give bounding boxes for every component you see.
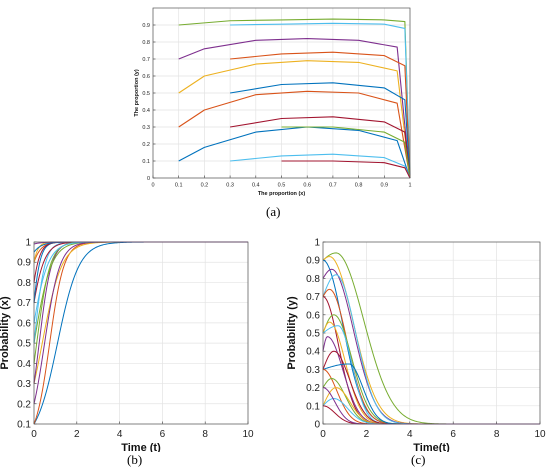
y-tick-label: 0.6 <box>142 74 150 80</box>
series-line-11 <box>230 153 411 179</box>
y-axis-label: Probability (x) <box>0 296 11 370</box>
y-tick-label: 0.4 <box>142 108 150 114</box>
chart-c: 0 2 4 6 8 10 0 0.1 0.2 0.3 0.4 0.5 0.6 0.7 0.8 0.9 1 Time… <box>286 238 546 453</box>
y-tick-label: 0.7 <box>306 292 320 303</box>
x-axis-label: Time (t) <box>121 442 161 452</box>
series-line-5 <box>178 60 411 179</box>
y-tick-label: 0.7 <box>17 298 31 309</box>
x-tick-label: 0.9 <box>380 183 388 189</box>
panel-label-c: (c) <box>411 452 426 467</box>
y-tick-label: 0.6 <box>17 318 31 329</box>
y-tick-label: 0.2 <box>17 399 31 410</box>
series-line-1 <box>178 18 411 179</box>
y-axis-label: Probability (y) <box>286 296 298 370</box>
y-axis-label: The proportion (y) <box>134 69 140 117</box>
y-tick-label: 0.7 <box>142 57 150 63</box>
y-tick-label: 0.4 <box>306 347 320 358</box>
x-tick-label: 0.3 <box>226 183 234 189</box>
y-tick-label: 0 <box>147 176 150 182</box>
y-tick-label: 0.8 <box>306 274 320 285</box>
panel-label-b: (b) <box>127 452 143 467</box>
x-tick-label: 4 <box>117 429 123 440</box>
series-line-12 <box>281 160 411 179</box>
x-tick-label: 1 <box>408 183 411 189</box>
y-tick-label: 0.9 <box>17 258 31 269</box>
plot-frame <box>152 7 411 179</box>
x-tick-label: 0.7 <box>329 183 337 189</box>
y-tick-label: 0.1 <box>142 159 150 165</box>
x-tick-label: 0.6 <box>303 183 311 189</box>
x-tick-label: 0.4 <box>252 183 260 189</box>
series-line-4 <box>230 51 411 179</box>
x-tick-label: 0.5 <box>278 183 286 189</box>
chart-b: 0 2 4 6 8 10 0.1 0.2 0.3 0.4 0.5 0.6 0.7 0.8 0.9 1 Time … <box>0 238 254 453</box>
panel-label-a: (a) <box>266 204 281 219</box>
series-line-8 <box>230 116 411 179</box>
y-tick-label: 0.3 <box>142 125 150 131</box>
chart-a: 0 0.1 0.2 0.3 0.4 0.5 0.6 0.7 0.8 0.9 1 0 0.1 0.2 0.3 0… <box>134 7 412 197</box>
x-axis-label: The proportion (x) <box>258 191 306 197</box>
y-tick-label: 0.2 <box>306 383 320 394</box>
y-tick-label: 1 <box>25 238 31 249</box>
series-line-7 <box>178 90 411 179</box>
x-tick-label: 0 <box>151 183 154 189</box>
y-tick-label: 0.5 <box>142 91 150 97</box>
y-tick-label: 0.1 <box>17 420 31 431</box>
y-tick-label: 0.6 <box>306 310 320 321</box>
x-tick-label: 0 <box>31 429 37 440</box>
series-line-6 <box>230 82 411 179</box>
x-tick-label: 0.2 <box>201 183 209 189</box>
y-tick-label: 0.1 <box>306 401 320 412</box>
x-tick-label: 2 <box>364 429 370 440</box>
x-tick-label: 4 <box>407 429 413 440</box>
y-tick-label: 0.8 <box>142 40 150 46</box>
x-axis-label: Time(t) <box>413 442 450 452</box>
x-tick-label: 6 <box>160 429 166 440</box>
y-tick-label: 0.3 <box>306 365 320 376</box>
y-tick-label: 0.5 <box>306 329 320 340</box>
x-tick-label: 2 <box>74 429 80 440</box>
y-tick-label: 0.2 <box>142 142 150 148</box>
y-tick-label: 0.5 <box>17 339 31 350</box>
y-tick-label: 0.3 <box>17 379 31 390</box>
x-tick-label: 6 <box>450 429 456 440</box>
y-tick-label: 0.9 <box>142 23 150 29</box>
y-tick-label: 1 <box>314 238 320 249</box>
y-tick-label: 0.4 <box>17 359 31 370</box>
x-tick-label: 8 <box>202 429 208 440</box>
y-tick-label: 0 <box>314 420 320 431</box>
x-tick-label: 0.8 <box>355 183 363 189</box>
series-line-10 <box>281 126 411 179</box>
x-tick-label: 10 <box>242 429 254 440</box>
plot-frame <box>33 241 249 425</box>
y-tick-label: 0.9 <box>306 256 320 267</box>
plot-frame <box>322 241 541 425</box>
series-line-2 <box>230 22 411 179</box>
x-tick-label: 0 <box>320 429 326 440</box>
x-tick-label: 0.1 <box>175 183 183 189</box>
plot-area <box>34 242 248 424</box>
x-tick-label: 8 <box>494 429 500 440</box>
series-line-3 <box>178 38 411 179</box>
x-tick-label: 10 <box>534 429 546 440</box>
y-tick-label: 0.8 <box>17 278 31 289</box>
